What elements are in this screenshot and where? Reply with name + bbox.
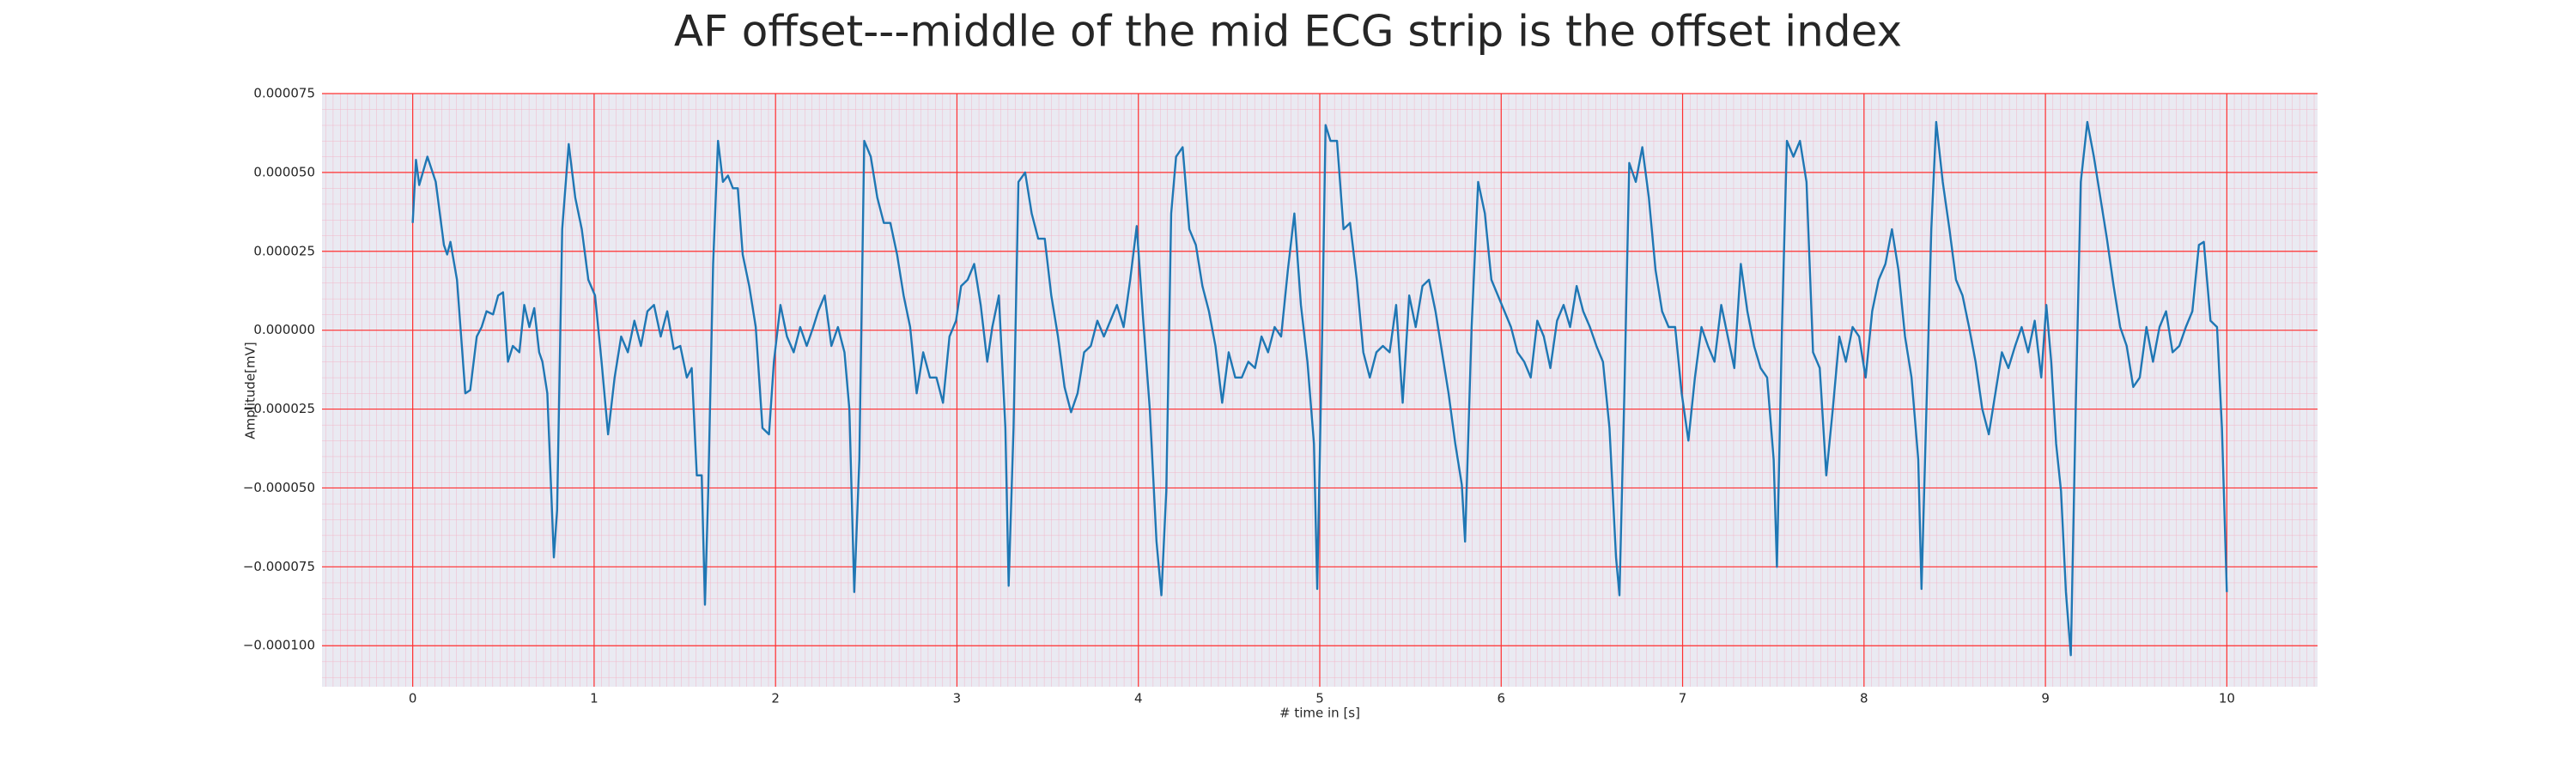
x-tick-label: 10 bbox=[2219, 691, 2235, 706]
x-tick-label: 9 bbox=[2041, 691, 2050, 706]
x-tick-label: 7 bbox=[1679, 691, 1687, 706]
y-tick-label: 0.000000 bbox=[253, 322, 315, 337]
ecg-line bbox=[411, 120, 2228, 657]
y-tick-label: −0.000050 bbox=[243, 480, 315, 495]
y-tick-label: 0.000025 bbox=[253, 243, 315, 258]
x-tick-label: 6 bbox=[1497, 691, 1505, 706]
x-tick-label: 0 bbox=[409, 691, 417, 706]
y-tick-label: 0.000050 bbox=[253, 164, 315, 179]
y-tick-label: 0.000075 bbox=[253, 86, 315, 101]
chart-title: AF offset---middle of the mid ECG strip … bbox=[674, 7, 1902, 57]
y-tick-label: −0.000025 bbox=[243, 401, 315, 416]
y-axis-label: Amplitude[mV] bbox=[243, 342, 258, 439]
x-tick-label: 4 bbox=[1134, 691, 1143, 706]
x-tick-label: 3 bbox=[953, 691, 962, 706]
x-axis-label: # time in [s] bbox=[1279, 706, 1360, 721]
y-tick-label: −0.000100 bbox=[243, 638, 315, 653]
x-tick-label: 1 bbox=[590, 691, 598, 706]
x-tick-label: 8 bbox=[1860, 691, 1868, 706]
y-tick-label: −0.000075 bbox=[243, 559, 315, 574]
x-tick-label: 5 bbox=[1315, 691, 1324, 706]
x-tick-label: 2 bbox=[771, 691, 780, 706]
